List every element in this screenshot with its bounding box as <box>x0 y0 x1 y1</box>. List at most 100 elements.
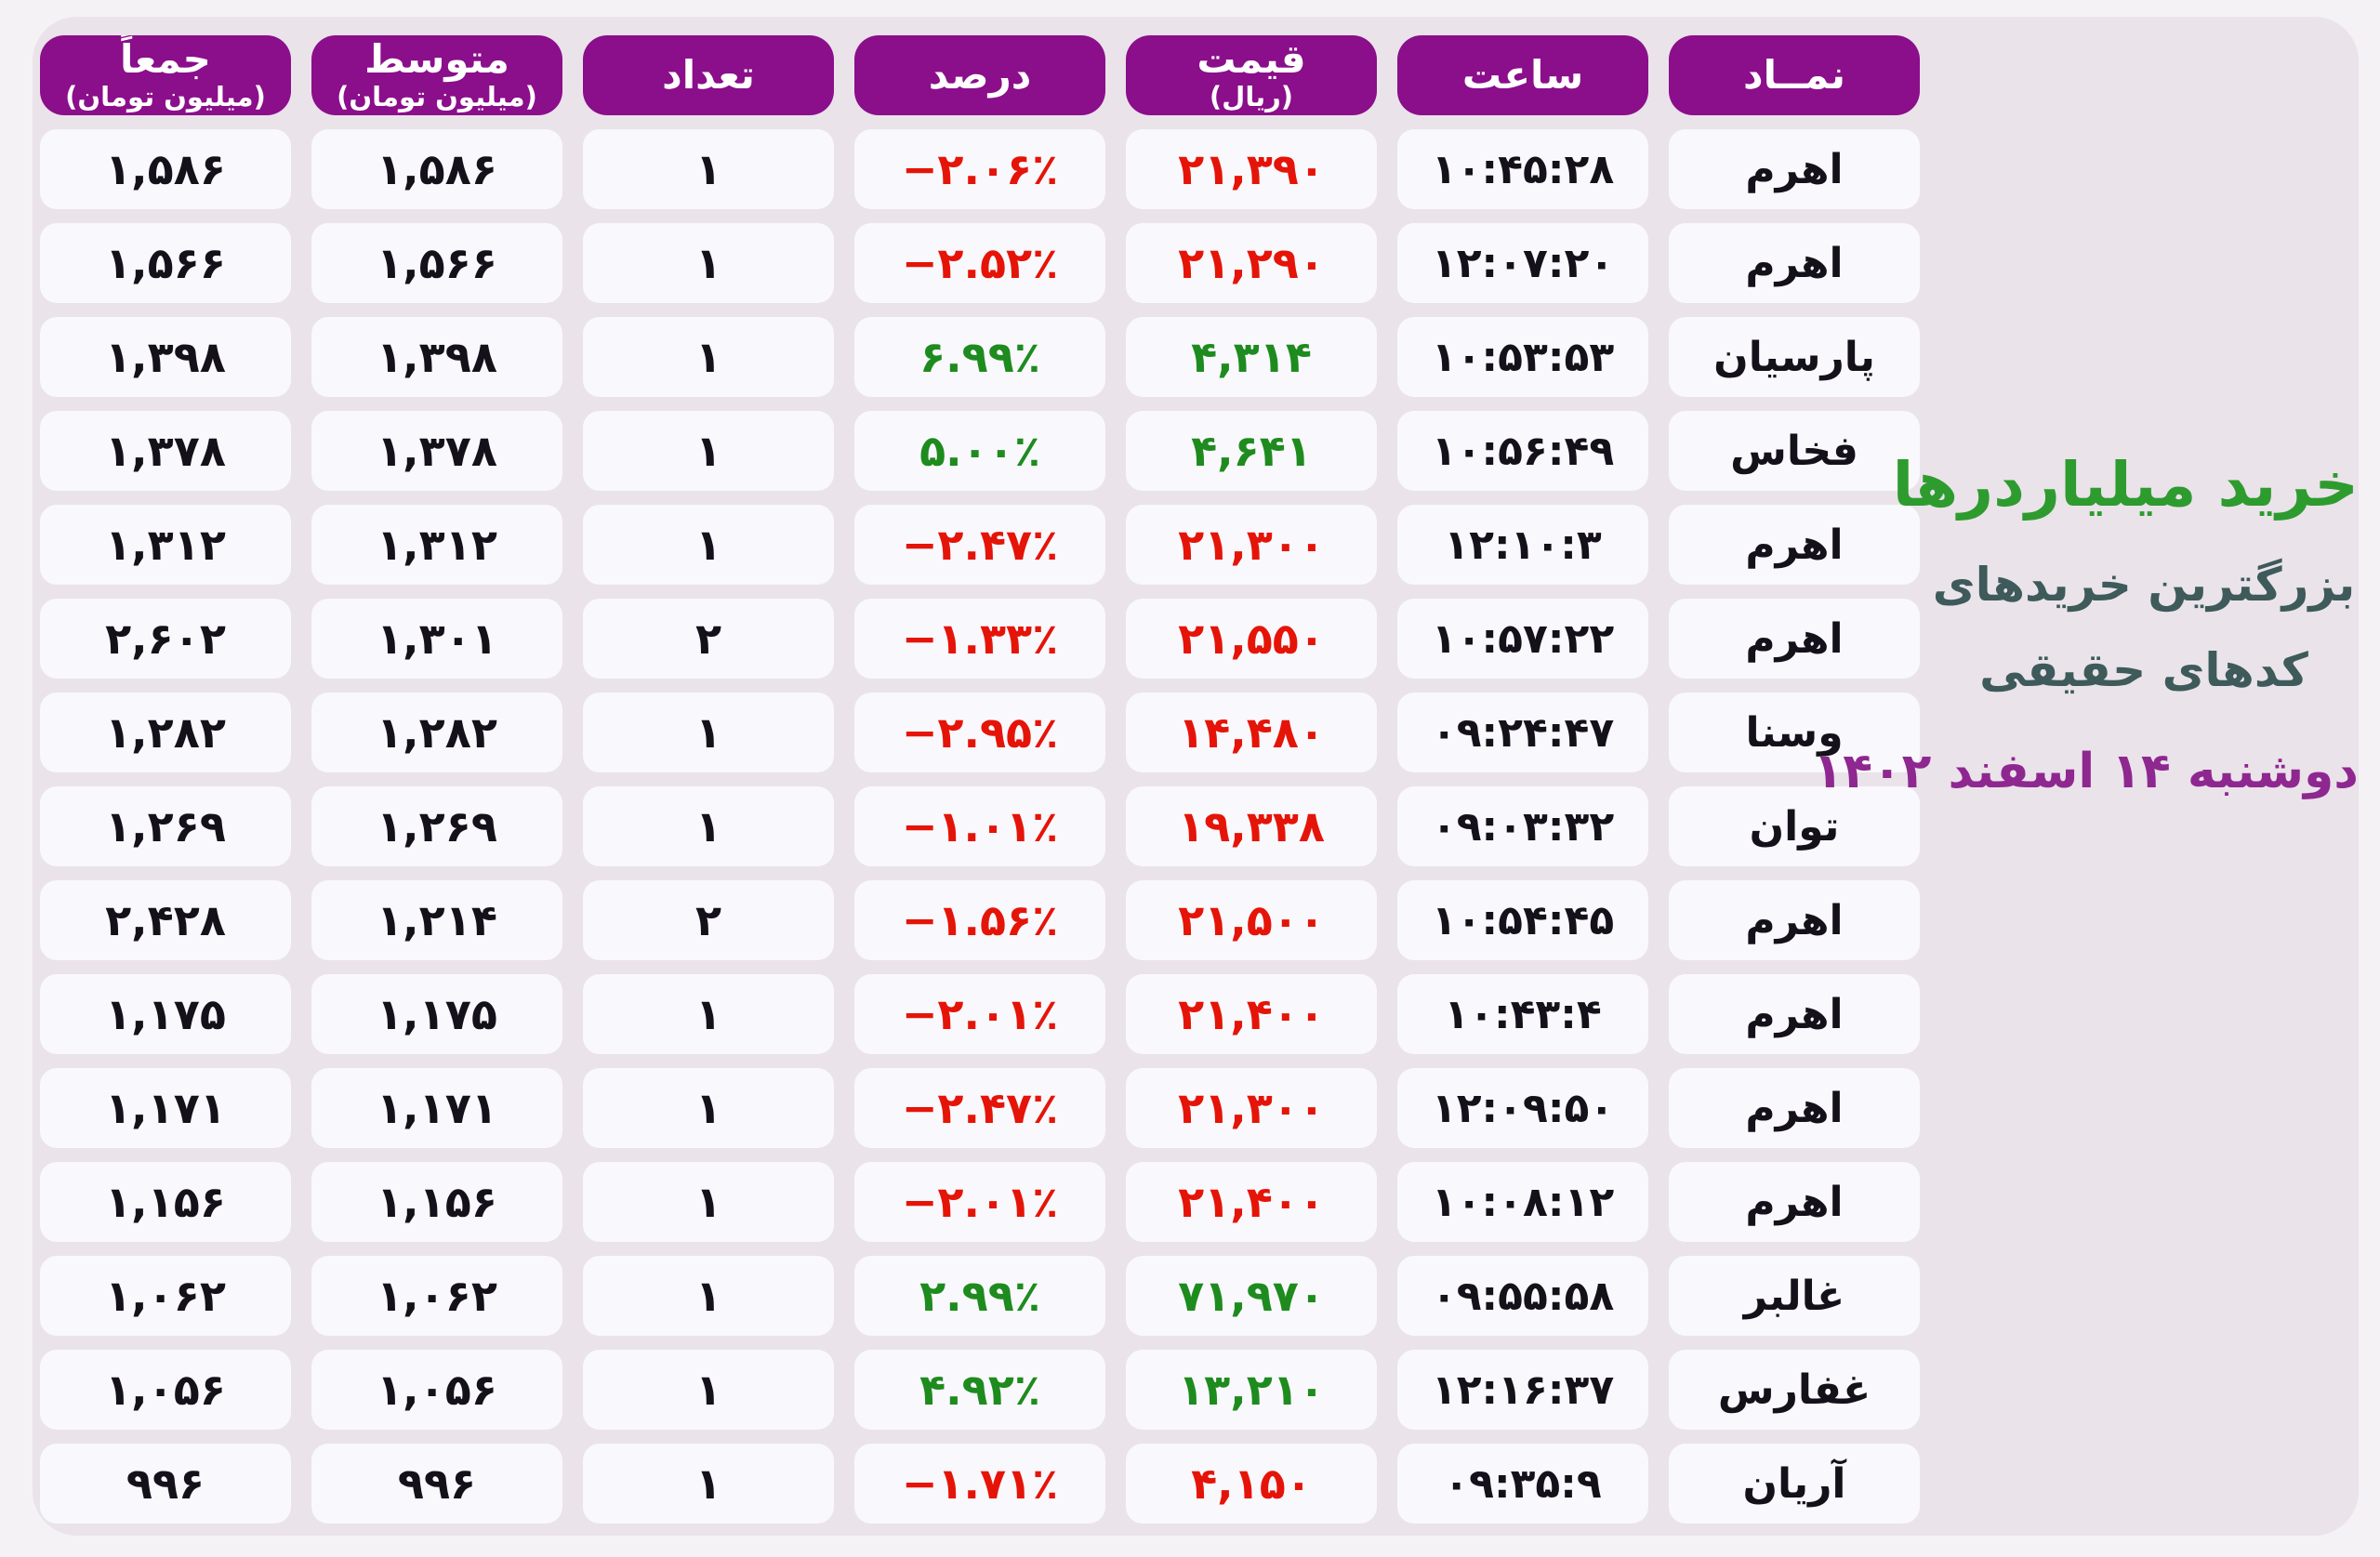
time-cell: ۱۰:۴۳:۴ <box>1397 974 1648 1054</box>
symbol-value: اهرم <box>1745 990 1844 1038</box>
header-symbol: نمــاد <box>1669 35 1920 115</box>
symbol-value: اهرم <box>1745 1178 1844 1226</box>
header-label: متوسط <box>364 35 509 82</box>
price-cell: ۱۹,۳۳۸ <box>1126 786 1377 866</box>
count-cell: ۱ <box>583 1068 834 1148</box>
symbol-value: فخاس <box>1730 427 1858 475</box>
header-label: قیمت <box>1197 35 1306 82</box>
price-value: ۱۳,۲۱۰ <box>1178 1365 1325 1415</box>
time-cell: ۰۹:۳۵:۹ <box>1397 1444 1648 1524</box>
total-value: ۱,۲۸۲ <box>105 707 226 758</box>
total-cell: ۱,۱۵۶ <box>40 1162 291 1242</box>
header-price: قیمت (ریال) <box>1126 35 1377 115</box>
time-value: ۱۰:۵۷:۲۲ <box>1431 614 1615 663</box>
total-value: ۱,۳۷۸ <box>105 426 226 476</box>
percent-value: −۲.۹۵٪ <box>901 707 1059 758</box>
page-title: خرید میلیاردرها <box>1892 449 2359 521</box>
percent-cell: −۲.۰۶٪ <box>854 129 1105 209</box>
price-cell: ۲۱,۲۹۰ <box>1126 223 1377 303</box>
symbol-value: اهرم <box>1745 145 1844 193</box>
price-value: ۴,۳۱۴ <box>1191 332 1312 382</box>
total-value: ۱,۲۶۹ <box>105 801 226 851</box>
total-value: ۱,۳۱۲ <box>105 520 226 570</box>
time-cell: ۱۰:۵۳:۵۳ <box>1397 317 1648 397</box>
count-cell: ۱ <box>583 505 834 585</box>
symbol-cell: اهرم <box>1669 129 1920 209</box>
total-value: ۱,۰۵۶ <box>105 1365 226 1415</box>
count-value: ۱ <box>694 1177 722 1227</box>
symbol-cell: آریان <box>1669 1444 1920 1524</box>
header-label: تعداد <box>662 51 755 98</box>
count-value: ۱ <box>694 520 722 570</box>
time-cell: ۱۲:۱۰:۳ <box>1397 505 1648 585</box>
total-value: ۱,۳۹۸ <box>105 332 226 382</box>
percent-value: −۲.۰۱٪ <box>901 989 1059 1039</box>
header-percent: درصد <box>854 35 1105 115</box>
count-cell: ۱ <box>583 223 834 303</box>
time-value: ۱۲:۰۹:۵۰ <box>1431 1084 1615 1132</box>
average-cell: ۱,۲۸۲ <box>311 693 562 772</box>
time-value: ۰۹:۰۳:۳۲ <box>1431 802 1615 851</box>
symbol-cell: غالبر <box>1669 1256 1920 1336</box>
time-value: ۱۰:۵۶:۴۹ <box>1431 427 1615 475</box>
symbol-cell: اهرم <box>1669 974 1920 1054</box>
average-value: ۱,۰۵۶ <box>377 1365 497 1415</box>
percent-value: ۲.۹۹٪ <box>919 1271 1040 1321</box>
average-value: ۱,۳۱۲ <box>377 520 497 570</box>
percent-value: ۴.۹۲٪ <box>919 1365 1040 1415</box>
price-cell: ۲۱,۳۹۰ <box>1126 129 1377 209</box>
time-cell: ۱۰:۰۸:۱۲ <box>1397 1162 1648 1242</box>
total-cell: ۱,۱۷۱ <box>40 1068 291 1148</box>
header-label: جمعاً <box>120 35 211 82</box>
count-value: ۲ <box>694 895 722 945</box>
price-cell: ۲۱,۴۰۰ <box>1126 974 1377 1054</box>
average-value: ۱,۳۷۸ <box>377 426 497 476</box>
price-cell: ۲۱,۵۰۰ <box>1126 880 1377 960</box>
price-cell: ۲۱,۴۰۰ <box>1126 1162 1377 1242</box>
count-cell: ۱ <box>583 1256 834 1336</box>
average-cell: ۱,۱۵۶ <box>311 1162 562 1242</box>
average-cell: ۱,۳۱۲ <box>311 505 562 585</box>
count-cell: ۱ <box>583 1444 834 1524</box>
header-label: ساعت <box>1461 51 1584 98</box>
time-value: ۱۰:۰۸:۱۲ <box>1431 1178 1615 1226</box>
header-sublabel: (میلیون تومان) <box>65 81 266 113</box>
count-value: ۱ <box>694 1365 722 1415</box>
percent-value: −۱.۰۱٪ <box>901 801 1059 851</box>
time-value: ۱۰:۴۳:۴ <box>1444 990 1602 1038</box>
percent-value: −۲.۵۲٪ <box>901 238 1059 288</box>
symbol-value: اهرم <box>1745 896 1844 944</box>
average-cell: ۱,۱۷۱ <box>311 1068 562 1148</box>
symbol-value: غفارس <box>1717 1366 1871 1414</box>
average-value: ۱,۵۸۶ <box>377 144 497 194</box>
price-value: ۲۱,۳۹۰ <box>1178 144 1325 194</box>
price-value: ۲۱,۵۰۰ <box>1178 895 1325 945</box>
total-cell: ۱,۳۹۸ <box>40 317 291 397</box>
total-cell: ۲,۴۲۸ <box>40 880 291 960</box>
percent-value: −۲.۴۷٪ <box>901 1083 1059 1133</box>
symbol-value: غالبر <box>1743 1272 1845 1320</box>
total-cell: ۱,۳۱۲ <box>40 505 291 585</box>
total-cell: ۱,۰۵۶ <box>40 1350 291 1430</box>
percent-value: −۱.۳۳٪ <box>901 614 1059 664</box>
total-value: ۱,۱۵۶ <box>105 1177 226 1227</box>
symbol-cell: فخاس <box>1669 411 1920 491</box>
price-cell: ۲۱,۳۰۰ <box>1126 505 1377 585</box>
symbol-cell: توان <box>1669 786 1920 866</box>
average-value: ۱,۳۹۸ <box>377 332 497 382</box>
percent-value: −۲.۴۷٪ <box>901 520 1059 570</box>
count-value: ۱ <box>694 144 722 194</box>
average-cell: ۱,۰۶۲ <box>311 1256 562 1336</box>
percent-cell: ۲.۹۹٪ <box>854 1256 1105 1336</box>
average-cell: ۱,۳۷۸ <box>311 411 562 491</box>
count-cell: ۱ <box>583 1162 834 1242</box>
price-value: ۲۱,۳۰۰ <box>1178 1083 1325 1133</box>
average-value: ۱,۵۶۶ <box>377 238 497 288</box>
average-value: ۹۹۶ <box>397 1458 477 1509</box>
average-cell: ۹۹۶ <box>311 1444 562 1524</box>
total-value: ۹۹۶ <box>126 1458 205 1509</box>
header-sublabel: (میلیون تومان) <box>337 81 537 113</box>
percent-cell: −۲.۰۱٪ <box>854 1162 1105 1242</box>
average-value: ۱,۰۶۲ <box>377 1271 497 1321</box>
